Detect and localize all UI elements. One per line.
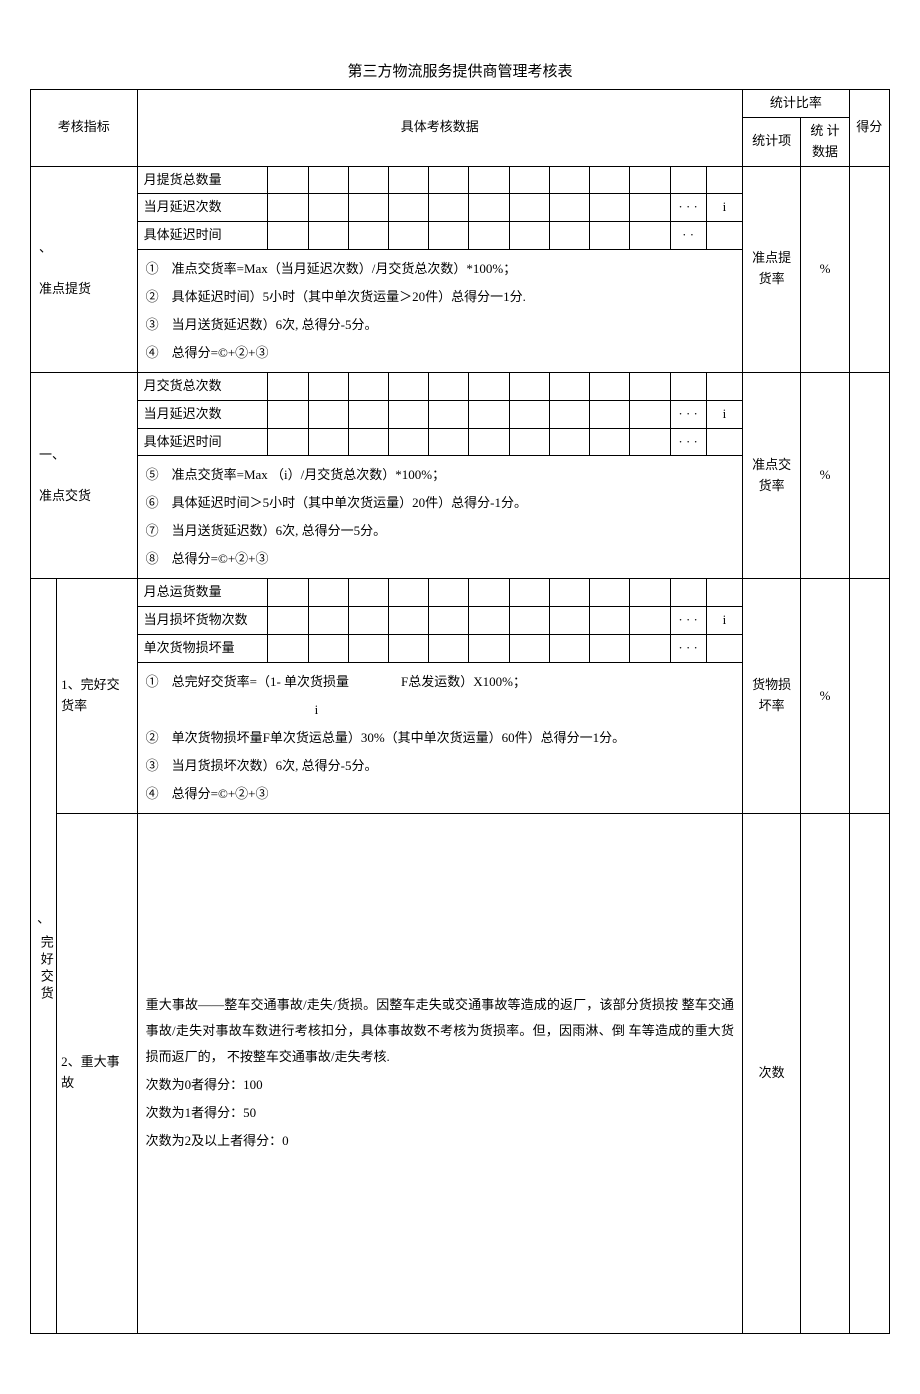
s3a-label: 1、完好交货率 xyxy=(57,579,137,813)
s2-r1: 一、 准点交货 月交货总次数 准点交货率 % xyxy=(31,372,890,400)
s3b-statnum xyxy=(801,813,849,1333)
s3a-stat: 货物损坏率 xyxy=(743,579,801,813)
header-row-1: 考核指标 具体考核数据 统计比率 得分 xyxy=(31,90,890,118)
s3b-score xyxy=(849,813,889,1333)
s2-row1-label: 月交货总次数 xyxy=(137,372,268,400)
s2-row3-label: 具体延迟时间 xyxy=(137,428,268,456)
page-title: 第三方物流服务提供商管理考核表 xyxy=(30,60,890,81)
data-cell xyxy=(268,166,308,194)
s1-row1-label: 月提货总数量 xyxy=(137,166,268,194)
dots-cell: · · xyxy=(670,222,706,250)
s3a-row3-label: 单次货物损坏量 xyxy=(137,634,268,662)
s1-stat: 准点提货率 xyxy=(743,166,801,372)
s2-label: 一、 准点交货 xyxy=(31,372,138,578)
hdr-stat-rate: 统计比率 xyxy=(743,90,850,118)
s3a-formula-block: ① 总完好交货率=（1- 单次货损量 F总发运数）X100%； i ② 单次货物… xyxy=(137,662,742,813)
dots-cell: · · · xyxy=(670,194,706,222)
hdr-stat-item: 统计项 xyxy=(743,118,801,167)
hdr-stat-num: 统 计 数据 xyxy=(801,118,849,167)
s2-row2-label: 当月延迟次数 xyxy=(137,400,268,428)
s3a-row1-label: 月总运货数量 xyxy=(137,579,268,607)
s3a-r1: 、 完好交货 1、完好交货率 月总运货数量 货物损坏率 % xyxy=(31,579,890,607)
s1-row2-label: 当月延迟次数 xyxy=(137,194,268,222)
s2-formula-block: ⑤ 准点交货率=Max （i）/月交货总次数）*100%； ⑥ 具体延迟时间＞5… xyxy=(137,456,742,579)
s1-score xyxy=(849,166,889,372)
s3a-row2-label: 当月损坏货物次数 xyxy=(137,607,268,635)
hdr-metric: 考核指标 xyxy=(31,90,138,167)
s3a-pct: % xyxy=(801,579,849,813)
s1-row3-label: 具体延迟时间 xyxy=(137,222,268,250)
s1-r1: 、 准点提货 月提货总数量 准点提货率 % xyxy=(31,166,890,194)
s2-score xyxy=(849,372,889,578)
s1-label: 、 准点提货 xyxy=(31,166,138,372)
hdr-data: 具体考核数据 xyxy=(137,90,742,167)
hdr-score: 得分 xyxy=(849,90,889,167)
assessment-table: 考核指标 具体考核数据 统计比率 得分 统计项 统 计 数据 、 准点提货 月提… xyxy=(30,89,890,1334)
i-cell: i xyxy=(706,194,742,222)
s2-pct: % xyxy=(801,372,849,578)
s3b-row: 2、重大事故 重大事故——整车交通事故/走失/货损。因整车走失或交通事故等造成的… xyxy=(31,813,890,1333)
s3-group-label: 、 完好交货 xyxy=(31,579,57,1333)
s3b-stat: 次数 xyxy=(743,813,801,1333)
s1-formula-block: ① 准点交货率=Max（当月延迟次数）/月交货总次数）*100%； ② 具体延迟… xyxy=(137,249,742,372)
s3a-score xyxy=(849,579,889,813)
s3b-body: 重大事故——整车交通事故/走失/货损。因整车走失或交通事故等造成的返厂，该部分货… xyxy=(137,813,742,1333)
s1-pct: % xyxy=(801,166,849,372)
s2-stat: 准点交货率 xyxy=(743,372,801,578)
s3b-label: 2、重大事故 xyxy=(57,813,137,1333)
